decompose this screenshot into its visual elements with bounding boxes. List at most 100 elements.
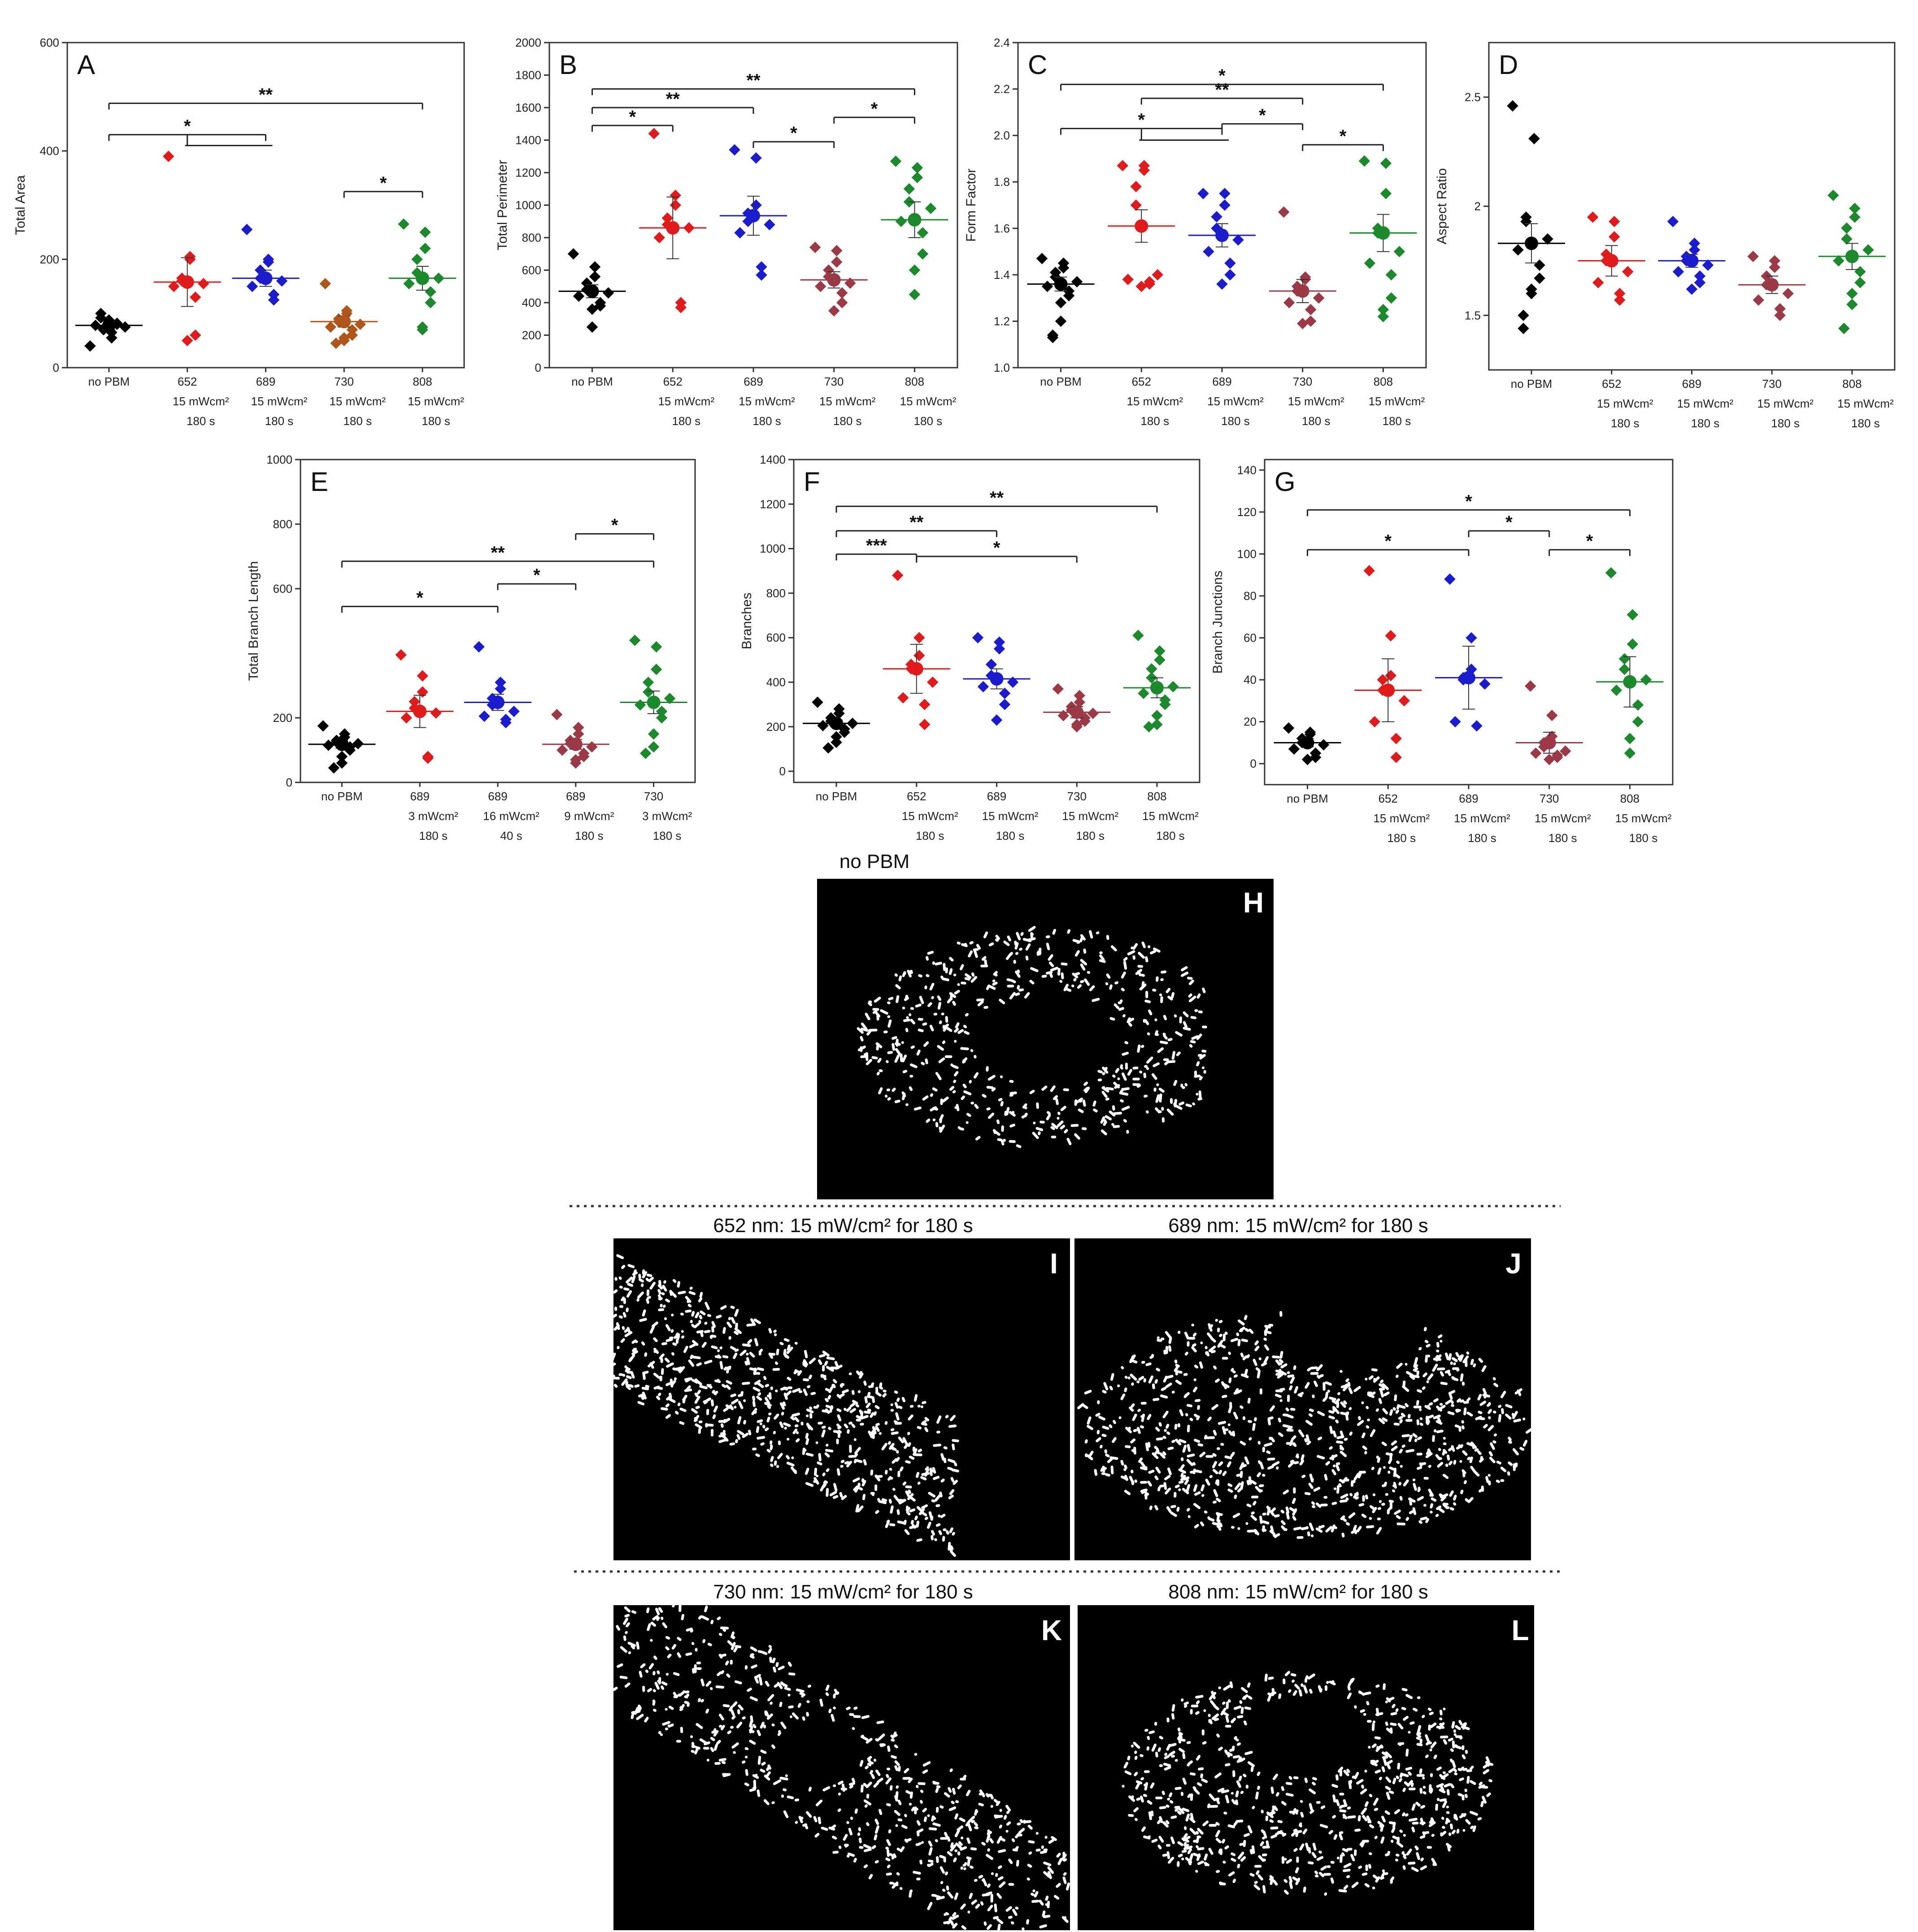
data-point: [395, 649, 407, 661]
data-point: [1546, 709, 1558, 721]
data-point: [1398, 695, 1410, 707]
mitochondrion: [1260, 1841, 1264, 1846]
mitochondrion: [792, 1428, 798, 1434]
significance-bracket: **: [1140, 80, 1304, 105]
mitochondrion: [719, 1361, 723, 1370]
mitochondrion: [1377, 1821, 1384, 1828]
mitochondrion: [1392, 1704, 1396, 1708]
mitochondrion: [1413, 1365, 1418, 1370]
mitochondrion: [1310, 1534, 1314, 1537]
mitochondrion: [960, 1047, 969, 1051]
mitochondrion: [1262, 1885, 1266, 1893]
mitochondrion: [1237, 1715, 1244, 1719]
mitochondrion: [809, 1413, 813, 1419]
mitochondrion: [894, 1099, 900, 1103]
mitochondrion: [1227, 1483, 1233, 1487]
mitochondrion: [986, 984, 990, 990]
mitochondrion: [1180, 1083, 1183, 1088]
mitochondrion: [898, 1437, 904, 1443]
x-tick-label: 15 mWcm²: [251, 395, 308, 408]
mitochondrion: [695, 1378, 698, 1384]
panel-label: B: [559, 50, 577, 80]
mitochondrion: [1140, 1415, 1145, 1418]
mitochondrion: [1279, 1351, 1283, 1359]
mitochondrion: [1416, 1733, 1422, 1738]
mitochondrion: [1183, 1701, 1189, 1706]
mitochondrion: [1144, 1491, 1148, 1500]
mitochondrion: [1120, 1099, 1124, 1103]
mitochondrion: [1395, 1858, 1399, 1862]
y-tick-label: 1.0: [994, 361, 1010, 374]
mitochondrion: [710, 1428, 714, 1437]
mitochondrion: [730, 1346, 736, 1351]
mitochondrion: [1205, 1455, 1213, 1458]
mitochondrion: [980, 1901, 984, 1906]
mitochondrion: [917, 1405, 921, 1408]
mitochondrion: [1430, 1511, 1433, 1514]
y-tick-label: 800: [273, 517, 292, 531]
mitochondrion: [1237, 1863, 1240, 1868]
mitochondrion: [719, 1346, 723, 1350]
mitochondrion: [681, 1614, 684, 1620]
mitochondrion: [1425, 1734, 1430, 1742]
mitochondrion: [1486, 1792, 1491, 1797]
mitochondrion: [1131, 1449, 1135, 1452]
series-3: [310, 278, 378, 349]
mitochondrion: [864, 1396, 868, 1404]
mitochondrion: [880, 1387, 883, 1390]
data-point: [993, 643, 1005, 655]
data-point: [909, 264, 921, 276]
mitochondrion: [1413, 1707, 1418, 1712]
mitochondrion: [922, 1401, 926, 1404]
mitochondrion: [1087, 1424, 1093, 1430]
mitochondrion: [1289, 1439, 1293, 1446]
mitochondrion: [1479, 1781, 1483, 1786]
y-tick-label: 800: [766, 586, 786, 600]
mitochondrion: [1131, 946, 1134, 950]
mitochondrion: [821, 1827, 828, 1831]
mitochondrion: [822, 1350, 830, 1357]
mitochondrion: [1277, 1372, 1284, 1379]
mitochondrion: [1453, 1362, 1456, 1365]
mitochondrion: [1244, 1706, 1252, 1710]
mitochondrion: [715, 1685, 725, 1689]
significance-label: *: [790, 123, 797, 143]
series-2: [464, 641, 531, 729]
mitochondrion: [805, 1452, 814, 1457]
mitochondrion: [1181, 1698, 1184, 1702]
mitochondrion: [856, 1415, 863, 1420]
mitochondrion: [879, 1069, 883, 1072]
mitochondrion: [1340, 1370, 1343, 1373]
significance-label: *: [1138, 110, 1145, 130]
mitochondrion: [988, 1793, 991, 1797]
mitochondrion: [1226, 1701, 1229, 1709]
data-point: [1614, 294, 1626, 306]
x-tick-label: 15 mWcm²: [739, 395, 795, 408]
mitochondrion: [937, 1045, 944, 1051]
x-tick-label: 15 mWcm²: [900, 395, 957, 408]
micrograph-label-k: K: [1041, 1614, 1062, 1646]
mitochondrion: [1097, 1078, 1102, 1081]
mitochondrion: [904, 1443, 909, 1449]
mitochondrion: [909, 1495, 916, 1502]
mitochondrion: [1457, 1355, 1463, 1360]
mitochondrion: [849, 1445, 852, 1453]
mitochondrion: [1369, 1793, 1373, 1797]
y-tick-label: 1200: [515, 166, 541, 179]
mitochondrion: [1244, 1369, 1248, 1376]
mitochondrion: [939, 1114, 944, 1121]
mitochondrion: [788, 1705, 794, 1709]
mean-marker: [1215, 228, 1229, 242]
mitochondrion: [1282, 1424, 1291, 1428]
mitochondrion: [850, 1816, 853, 1820]
mitochondrion: [1059, 980, 1063, 983]
mitochondrion: [1084, 1389, 1092, 1395]
mitochondrion: [921, 1504, 928, 1509]
mitochondrion: [1465, 1819, 1471, 1825]
data-point: [913, 632, 925, 643]
mitochondrion: [1320, 1805, 1326, 1809]
mitochondrion: [1066, 1137, 1072, 1146]
mitochondrion: [974, 1879, 978, 1882]
x-tick-label: 3 mWcm²: [409, 809, 459, 823]
mitochondrion: [771, 1723, 775, 1727]
